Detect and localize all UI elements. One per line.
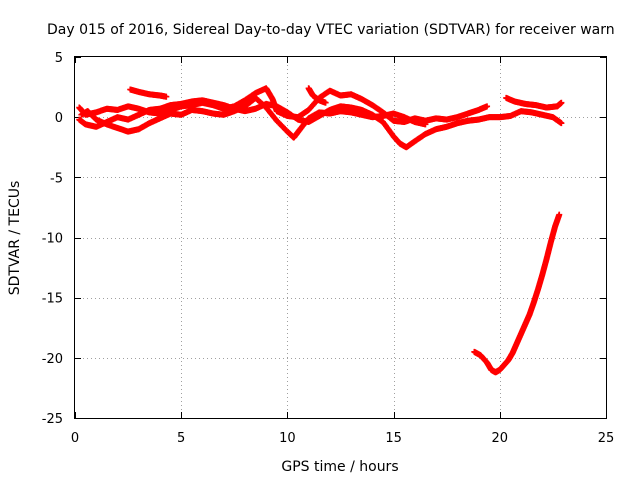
series-track-e [471, 211, 563, 376]
data-point [484, 103, 491, 110]
y-tick-label: -25 [42, 412, 63, 427]
x-tick-label: 5 [177, 431, 185, 446]
series-track-c [78, 94, 429, 141]
y-axis-label: SDTVAR / TECUs [7, 181, 23, 296]
x-axis-label: GPS time / hours [281, 459, 398, 475]
plot-frame [74, 56, 607, 419]
y-tick-label: -20 [42, 352, 63, 367]
y-tick-label: -15 [42, 292, 63, 307]
data-point [556, 211, 563, 218]
data-point [322, 99, 329, 106]
x-tick-label: 10 [279, 431, 296, 446]
tick-layer: 0 5 10 15 20 25 5 0 -5 -10 -15 -20 -25 [42, 51, 615, 446]
x-tick-label: 25 [598, 431, 615, 446]
y-tick-label: 5 [55, 51, 63, 66]
y-tick-label: 0 [55, 111, 63, 126]
chart-title: Day 015 of 2016, Sidereal Day-to-day VTE… [47, 22, 615, 38]
y-tick-label: -10 [42, 232, 63, 247]
y-tick-label: -5 [50, 171, 63, 186]
series-track-d [127, 85, 565, 111]
data-point [422, 121, 429, 128]
data-point [558, 120, 565, 127]
x-tick-label: 15 [385, 431, 402, 446]
data-points-layer [76, 85, 565, 376]
x-tick-label: 20 [492, 431, 509, 446]
x-tick-label: 0 [71, 431, 79, 446]
data-point [558, 99, 565, 106]
data-point [163, 93, 170, 100]
